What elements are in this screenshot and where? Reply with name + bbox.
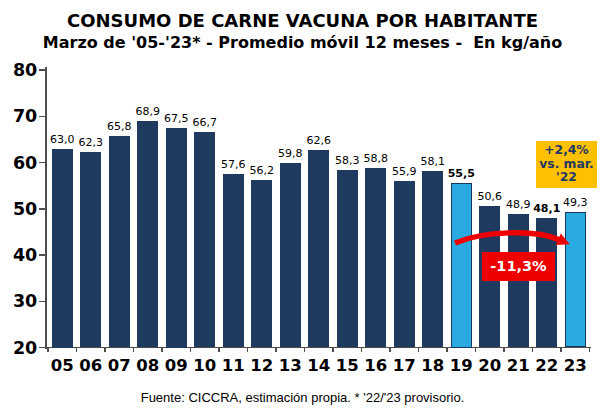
bar-16 bbox=[365, 168, 386, 347]
x-tick bbox=[389, 348, 391, 352]
value-label-20: 50,6 bbox=[478, 190, 503, 203]
value-label-09: 67,5 bbox=[164, 112, 189, 125]
y-axis-label: 20 bbox=[3, 338, 37, 358]
bar-19 bbox=[451, 183, 472, 347]
value-label-16: 58,8 bbox=[364, 152, 389, 165]
y-axis-label: 30 bbox=[3, 291, 37, 311]
bar-18 bbox=[422, 171, 443, 347]
bar-13 bbox=[280, 163, 301, 347]
x-axis-label-05: 05 bbox=[51, 356, 74, 375]
value-label-07: 65,8 bbox=[107, 120, 132, 133]
x-tick bbox=[161, 348, 163, 352]
y-tick bbox=[39, 116, 46, 118]
x-tick bbox=[76, 348, 78, 352]
x-axis-label-18: 18 bbox=[421, 356, 444, 375]
x-axis-label-11: 11 bbox=[222, 356, 245, 375]
value-label-08: 68,9 bbox=[136, 105, 161, 118]
x-tick bbox=[475, 348, 477, 352]
x-tick bbox=[418, 348, 420, 352]
decrease-annotation: -11,3% bbox=[482, 252, 555, 281]
value-label-13: 59,8 bbox=[278, 147, 303, 160]
x-axis-label-22: 22 bbox=[535, 356, 558, 375]
bar-05 bbox=[52, 149, 73, 348]
x-axis-label-07: 07 bbox=[108, 356, 131, 375]
increase-line2: vs. mar. bbox=[536, 158, 597, 172]
x-axis-label-06: 06 bbox=[79, 356, 102, 375]
increase-line3: '22 bbox=[536, 171, 597, 185]
y-tick bbox=[39, 347, 46, 349]
x-tick bbox=[47, 348, 49, 352]
bar-22 bbox=[536, 218, 557, 348]
bar-15 bbox=[337, 170, 358, 347]
x-tick bbox=[275, 348, 277, 352]
x-tick bbox=[304, 348, 306, 352]
y-tick bbox=[39, 162, 46, 164]
chart-title: CONSUMO DE CARNE VACUNA POR HABITANTE bbox=[0, 10, 605, 31]
x-tick bbox=[190, 348, 192, 352]
y-tick bbox=[39, 69, 46, 71]
bar-12 bbox=[251, 180, 272, 347]
bar-11 bbox=[223, 174, 244, 348]
y-axis-label: 40 bbox=[3, 245, 37, 265]
value-label-18: 58,1 bbox=[421, 155, 446, 168]
value-label-11: 57,6 bbox=[221, 158, 246, 171]
value-label-21: 48,9 bbox=[506, 198, 531, 211]
y-tick bbox=[39, 208, 46, 210]
value-label-05: 63,0 bbox=[50, 133, 75, 146]
x-axis-label-13: 13 bbox=[279, 356, 302, 375]
x-tick bbox=[361, 348, 363, 352]
chart-subtitle: Marzo de '05-'23* - Promedio móvil 12 me… bbox=[0, 33, 605, 52]
source-footer: Fuente: CICCRA, estimación propia. * '22… bbox=[0, 390, 605, 405]
bar-23 bbox=[565, 212, 586, 348]
y-axis-label: 70 bbox=[3, 106, 37, 126]
x-axis-label-10: 10 bbox=[193, 356, 216, 375]
chart-page: CONSUMO DE CARNE VACUNA POR HABITANTE Ma… bbox=[0, 0, 605, 416]
y-tick bbox=[39, 254, 46, 256]
value-label-10: 66,7 bbox=[193, 116, 218, 129]
value-label-17: 55,9 bbox=[392, 165, 417, 178]
x-tick bbox=[218, 348, 220, 352]
bar-08 bbox=[137, 121, 158, 347]
y-axis-label: 50 bbox=[3, 199, 37, 219]
x-axis-label-12: 12 bbox=[250, 356, 273, 375]
value-label-15: 58,3 bbox=[335, 154, 360, 167]
y-tick bbox=[39, 301, 46, 303]
x-axis-label-20: 20 bbox=[478, 356, 501, 375]
value-label-06: 62,3 bbox=[79, 136, 104, 149]
x-axis-label-15: 15 bbox=[336, 356, 359, 375]
value-label-12: 56,2 bbox=[250, 164, 275, 177]
increase-annotation: +2,4% vs. mar. '22 bbox=[536, 141, 597, 188]
x-tick bbox=[560, 348, 562, 352]
x-axis-label-08: 08 bbox=[136, 356, 159, 375]
y-axis-label: 80 bbox=[3, 60, 37, 80]
x-tick bbox=[532, 348, 534, 352]
increase-line1: +2,4% bbox=[536, 144, 597, 158]
bar-10 bbox=[194, 132, 215, 348]
x-tick bbox=[332, 348, 334, 352]
x-tick bbox=[247, 348, 249, 352]
bar-09 bbox=[166, 128, 187, 348]
x-axis-label-17: 17 bbox=[393, 356, 416, 375]
x-axis-label-09: 09 bbox=[165, 356, 188, 375]
value-label-19: 55,5 bbox=[448, 167, 475, 180]
x-tick bbox=[446, 348, 448, 352]
x-tick bbox=[133, 348, 135, 352]
value-label-23: 49,3 bbox=[563, 196, 588, 209]
bar-14 bbox=[308, 150, 329, 347]
x-axis-label-19: 19 bbox=[450, 356, 473, 375]
x-tick bbox=[589, 348, 591, 352]
value-label-22: 48,1 bbox=[533, 202, 560, 215]
x-axis-label-16: 16 bbox=[364, 356, 387, 375]
x-tick bbox=[104, 348, 106, 352]
bar-06 bbox=[80, 152, 101, 348]
x-axis-label-23: 23 bbox=[564, 356, 587, 375]
bar-17 bbox=[394, 181, 415, 347]
x-axis-label-21: 21 bbox=[507, 356, 530, 375]
x-tick bbox=[503, 348, 505, 352]
x-axis-label-14: 14 bbox=[307, 356, 330, 375]
y-axis-label: 60 bbox=[3, 153, 37, 173]
value-label-14: 62,6 bbox=[307, 134, 332, 147]
bar-07 bbox=[109, 136, 130, 348]
